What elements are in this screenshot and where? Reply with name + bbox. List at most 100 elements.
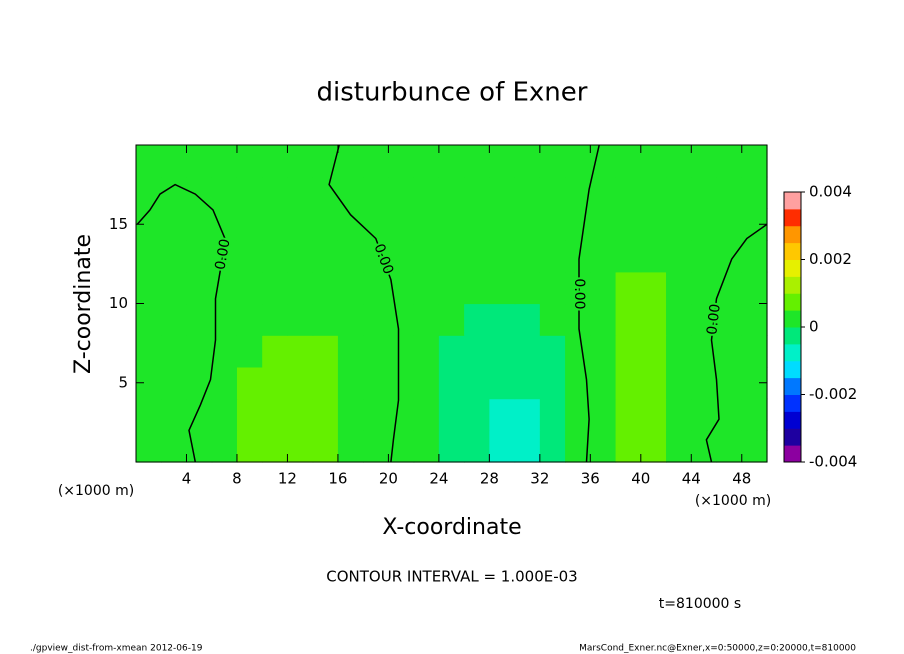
- contour-cell: [438, 176, 465, 209]
- contour-cell: [136, 145, 162, 178]
- contour-cell: [514, 303, 541, 336]
- contour-cell: [312, 366, 339, 400]
- contour-cell: [413, 176, 440, 209]
- contour-cell: [691, 366, 718, 400]
- contour-cell: [236, 430, 263, 463]
- contour-cell: [211, 176, 238, 209]
- contour-cell: [666, 271, 692, 305]
- contour-cell: [716, 366, 743, 400]
- colorbar-band: [784, 377, 801, 395]
- contour-cell: [464, 335, 490, 368]
- contour-cell: [514, 398, 541, 431]
- contour-cell: [666, 208, 692, 241]
- contour-cell: [464, 271, 490, 305]
- x-tick-label: 44: [682, 470, 701, 488]
- contour-cell: [337, 335, 364, 368]
- contour-cell: [337, 366, 364, 400]
- contour-cell: [716, 335, 743, 368]
- contour-cell: [640, 208, 667, 241]
- contour-cell: [136, 430, 162, 463]
- colorbar-band: [784, 394, 801, 412]
- colorbar-band: [784, 428, 801, 446]
- contour-cell: [640, 303, 667, 336]
- contour-cell: [590, 176, 617, 209]
- contour-line: [578, 144, 600, 463]
- contour-cell: [337, 430, 364, 463]
- contour-cell: [363, 335, 389, 368]
- contour-cell: [716, 176, 743, 209]
- contour-cell: [363, 208, 389, 241]
- contour-cell: [312, 240, 339, 273]
- contour-label: 0.00: [571, 278, 587, 309]
- x-axis-label: X-coordinate: [382, 515, 521, 540]
- contour-cell: [514, 335, 541, 368]
- contour-cell: [514, 176, 541, 209]
- contour-cell: [565, 240, 591, 273]
- contour-cell: [413, 240, 440, 273]
- contour-cell: [489, 176, 516, 209]
- contour-cell: [413, 335, 440, 368]
- contour-cell: [565, 398, 591, 431]
- contour-cell: [438, 335, 465, 368]
- contour-cell: [186, 176, 213, 209]
- contour-cell: [615, 176, 642, 209]
- contour-cell: [615, 240, 642, 273]
- contour-cell: [741, 335, 768, 368]
- contour-cell: [161, 145, 188, 178]
- contour-cell: [640, 240, 667, 273]
- contour-cell: [161, 366, 188, 400]
- contour-cell: [262, 240, 289, 273]
- contour-cell: [464, 430, 490, 463]
- contour-cell: [489, 366, 516, 400]
- colorbar-tick-label: -0.004: [809, 453, 857, 471]
- contour-cell: [211, 366, 238, 400]
- contour-cell: [236, 366, 263, 400]
- contour-cell: [413, 398, 440, 431]
- x-tick-label: 8: [232, 470, 242, 488]
- contour-cell: [262, 430, 289, 463]
- contour-cell: [590, 208, 617, 241]
- contour-cell: [741, 303, 768, 336]
- contour-line: [136, 183, 227, 463]
- contour-cell: [287, 366, 314, 400]
- x-tick-label: 32: [530, 470, 549, 488]
- colorbar-band: [784, 293, 801, 311]
- contour-cell: [186, 335, 213, 368]
- contour-cell: [741, 145, 768, 178]
- contour-cell: [716, 208, 743, 241]
- colorbar-tick-label: 0.004: [809, 183, 852, 201]
- contour-cell: [514, 430, 541, 463]
- x-unit-left: (×1000 m): [58, 483, 134, 499]
- contour-cell: [640, 335, 667, 368]
- contour-cell: [615, 430, 642, 463]
- contour-cell: [388, 240, 415, 273]
- contour-cell: [539, 208, 566, 241]
- colorbar-band: [784, 343, 801, 362]
- colorbar-band: [784, 411, 801, 429]
- contour-cell: [236, 398, 263, 431]
- contour-cell: [186, 145, 213, 178]
- contour-cell: [161, 430, 188, 463]
- colorbar-band: [784, 445, 801, 463]
- contour-cell: [464, 208, 490, 241]
- contour-cell: [590, 366, 617, 400]
- contour-cell: [539, 145, 566, 178]
- contour-cell: [211, 145, 238, 178]
- contour-cell: [413, 430, 440, 463]
- contour-cell: [312, 335, 339, 368]
- contour-cell: [514, 145, 541, 178]
- contour-cell: [464, 240, 490, 273]
- contour-cell: [514, 366, 541, 400]
- contour-cell: [464, 176, 490, 209]
- x-tick-label: 12: [278, 470, 297, 488]
- contour-cell: [565, 335, 591, 368]
- contour-cell: [161, 271, 188, 305]
- contour-cell: [388, 303, 415, 336]
- contour-cell: [590, 145, 617, 178]
- contour-cell: [666, 303, 692, 336]
- contour-cell: [236, 208, 263, 241]
- contour-cell: [186, 208, 213, 241]
- colorbar-band: [784, 310, 801, 328]
- contour-cell: [464, 366, 490, 400]
- contour-cell: [514, 271, 541, 305]
